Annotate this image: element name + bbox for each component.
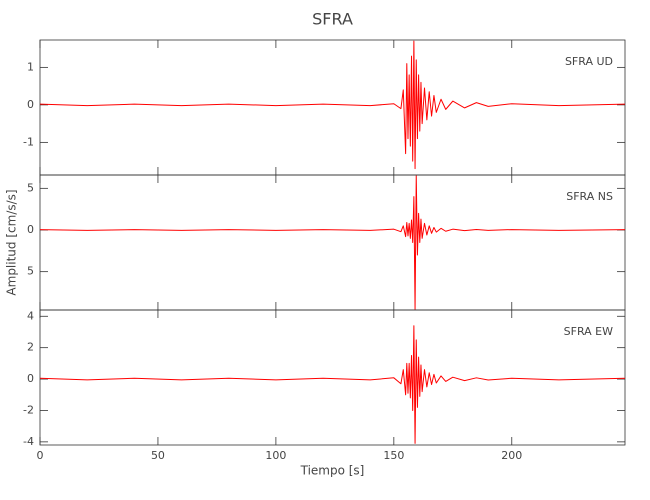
- panel-frame: [39, 39, 626, 176]
- trace-label: SFRA EW: [564, 325, 613, 338]
- trace-label: SFRA NS: [566, 190, 613, 203]
- y-tick-label: 1: [27, 60, 34, 73]
- y-tick-label: -2: [23, 403, 34, 416]
- waveform: [39, 40, 626, 170]
- x-tick-label: 100: [265, 449, 286, 462]
- x-tick-label: 150: [383, 449, 404, 462]
- y-tick-label: -4: [23, 435, 34, 448]
- x-axis-label: Tiempo [s]: [300, 464, 365, 478]
- x-tick-label: 50: [151, 449, 165, 462]
- x-tick-label: 0: [37, 449, 44, 462]
- y-tick-label: 2: [27, 341, 34, 354]
- y-tick-label: -1: [23, 135, 34, 148]
- y-tick-label: 5: [27, 181, 34, 194]
- panel-frame: [39, 174, 626, 311]
- y-tick-label: 4: [27, 309, 34, 322]
- y-tick-label: 5: [27, 265, 34, 278]
- y-axis-label: Amplitud [cm/s/s]: [5, 189, 19, 295]
- y-tick-label: 0: [27, 98, 34, 111]
- y-tick-label: 0: [27, 223, 34, 236]
- waveform: [39, 325, 626, 444]
- y-tick-label: 0: [27, 372, 34, 385]
- x-tick-label: 200: [501, 449, 522, 462]
- chart-title: SFRA: [312, 10, 353, 29]
- waveform: [39, 175, 626, 310]
- panel-frame: [39, 309, 626, 446]
- trace-label: SFRA UD: [565, 55, 613, 68]
